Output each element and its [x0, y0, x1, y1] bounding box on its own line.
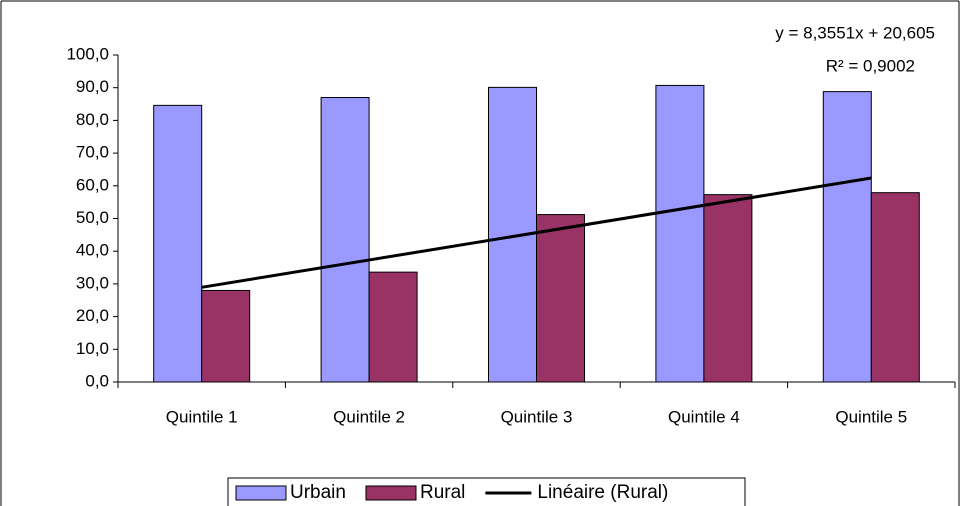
bar [368, 271, 418, 383]
x-tick-label: Quintile 2 [333, 407, 405, 426]
bar [201, 289, 251, 383]
legend-swatch [365, 485, 417, 501]
x-tick-label: Quintile 4 [668, 407, 740, 426]
y-tick-label: 10,0 [76, 339, 109, 358]
bar [822, 91, 872, 383]
legend-label: Urbain [290, 482, 346, 503]
bar [153, 104, 203, 383]
bar [536, 214, 585, 383]
legend-label: Rural [420, 482, 465, 503]
legend-label: Linéaire (Rural) [537, 482, 668, 503]
y-tick-label: 50,0 [76, 208, 109, 227]
y-tick-label: 60,0 [76, 175, 109, 194]
bar [703, 194, 753, 383]
y-tick-label: 100,0 [66, 44, 109, 63]
y-tick-label: 30,0 [76, 273, 109, 292]
y-tick-label: 0,0 [85, 371, 109, 390]
legend-swatch [235, 485, 287, 501]
y-tick-label: 90,0 [76, 77, 109, 96]
x-tick-label: Quintile 3 [501, 407, 573, 426]
trendline [201, 176, 872, 289]
y-tick-label: 20,0 [76, 306, 109, 325]
y-tick-label: 40,0 [76, 241, 109, 260]
bar [870, 192, 920, 383]
bar [655, 84, 705, 383]
y-tick-label: 80,0 [76, 110, 109, 129]
trend-equation: y = 8,3551x + 20,605 [775, 23, 935, 42]
bar [320, 97, 370, 383]
x-tick-label: Quintile 1 [166, 407, 238, 426]
trend-r2: R² = 0,9002 [826, 56, 915, 75]
y-tick-label: 70,0 [76, 143, 109, 162]
x-tick-label: Quintile 5 [835, 407, 907, 426]
